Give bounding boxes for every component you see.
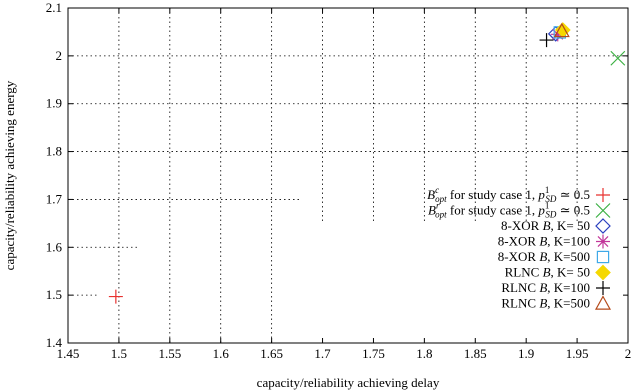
legend-label: 8-XOR B, K=100	[498, 234, 590, 249]
data-point-plus	[539, 33, 554, 48]
legend-label: 8-XOR B, K= 50	[501, 218, 590, 233]
legend-label: Br opt for study case 1, p1 SD ≃ 0.5	[428, 201, 590, 220]
x-tick-label: 2	[625, 346, 632, 361]
x-tick-label: 1.45	[57, 346, 80, 361]
legend-marker-x	[595, 203, 611, 218]
x-axis-label: capacity/reliability achieving delay	[257, 375, 440, 390]
grid-lines	[68, 8, 628, 343]
x-tick-label: 1.8	[416, 346, 432, 361]
legend-marker-diamond	[595, 218, 611, 234]
x-tick-label: 1.6	[213, 346, 230, 361]
data-point-x	[610, 50, 626, 66]
data-point-plus	[108, 289, 123, 304]
legend-marker-star	[596, 234, 610, 249]
y-tick-label: 1.5	[46, 287, 62, 302]
x-tick-label: 1.75	[362, 346, 385, 361]
x-tick-label: 1.5	[111, 346, 127, 361]
y-tick-label: 2	[56, 48, 63, 63]
y-tick-label: 1.8	[46, 144, 62, 159]
y-tick-label: 2.1	[46, 0, 62, 15]
data-point-star	[550, 27, 565, 42]
legend-marker-plus	[596, 281, 610, 295]
x-tick-label: 1.9	[518, 346, 534, 361]
legend-label: 8-XOR B, K=500	[498, 249, 590, 264]
x-tick-label: 1.95	[566, 346, 589, 361]
legend-label: RLNC B, K=500	[501, 296, 590, 311]
y-tick-label: 1.4	[46, 335, 63, 350]
legend-label: RLNC B, K=100	[501, 280, 590, 295]
y-axis-label: capacity/reliability achieving energy	[2, 80, 17, 270]
data-points	[108, 22, 626, 304]
y-tick-label: 1.7	[46, 191, 63, 206]
legend-marker-filled-diamond	[595, 264, 611, 281]
x-tick-label: 1.65	[260, 346, 283, 361]
x-tick-label: 1.7	[314, 346, 331, 361]
x-tick-label: 1.55	[158, 346, 181, 361]
legend: Bc opt for study case 1, p1 SD ≃ 0.5Br opt …	[427, 185, 612, 311]
legend-label: RLNC B, K= 50	[505, 265, 590, 280]
legend-marker-square	[596, 250, 610, 264]
data-point-triangle	[553, 22, 570, 38]
y-tick-label: 1.6	[46, 239, 63, 254]
legend-marker-triangle	[594, 295, 612, 310]
legend-marker-plus	[596, 188, 610, 202]
y-tick-label: 1.9	[46, 96, 62, 111]
plot-frame	[67, 7, 629, 344]
legend-label: Bc opt for study case 1, p1 SD ≃ 0.5	[427, 185, 590, 204]
x-tick-label: 1.85	[464, 346, 487, 361]
axis-ticks: 1.45 1.5 1.55 1.6 1.65 1.7 1.75 1.8 1.85 1.9 1.95 2…	[46, 0, 632, 361]
